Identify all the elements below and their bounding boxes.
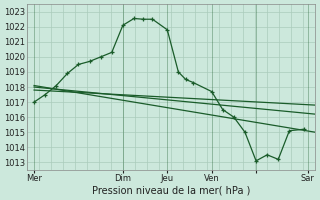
X-axis label: Pression niveau de la mer( hPa ): Pression niveau de la mer( hPa ) [92, 186, 250, 196]
